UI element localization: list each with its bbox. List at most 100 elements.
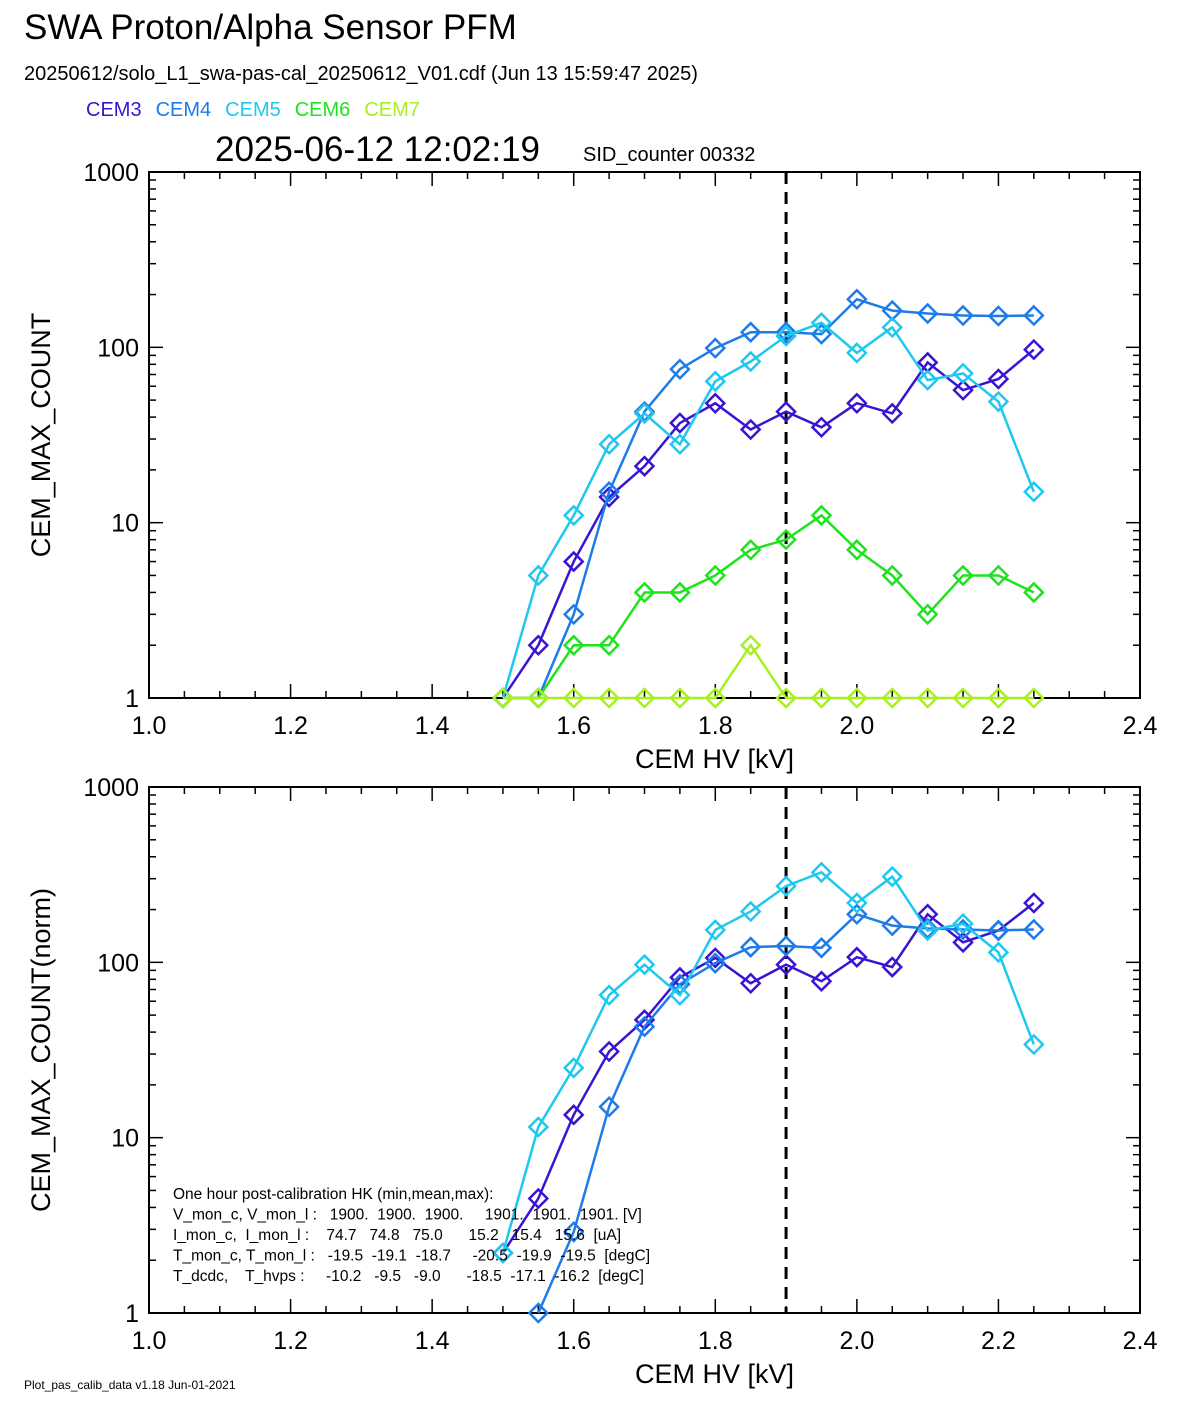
x-tick-label: 2.4: [1123, 1327, 1158, 1355]
series-point-cem5: [527, 1116, 550, 1138]
series-point-cem5: [810, 312, 833, 334]
series-point-cem3: [952, 379, 974, 401]
series-point-cem5: [492, 1242, 514, 1264]
series-point-cem4: [562, 1221, 585, 1243]
y-tick-label: 10: [111, 510, 139, 538]
hk-line: One hour post-calibration HK (min,mean,m…: [173, 1186, 493, 1203]
series-point-cem4: [987, 305, 1010, 327]
series-point-cem4: [775, 935, 797, 957]
series-point-cem5: [881, 865, 904, 888]
series-point-cem6: [881, 564, 904, 587]
series-point-cem3: [846, 392, 868, 414]
chart-1: 1.0 1.2 1.4 1.6 1.8 2.0 2.2 2.4 1 10 100 1000 CEM HV…: [26, 159, 1157, 774]
series-point-cem3: [562, 550, 585, 573]
series-point-cem7: [1023, 687, 1045, 709]
series-point-cem3: [739, 418, 762, 441]
series-point-cem7: [669, 687, 691, 709]
hk-line: V_mon_c, V_mon_l : 1900. 1900. 1900. 190…: [173, 1207, 642, 1224]
series-point-cem3: [739, 972, 762, 994]
series-point-cem7: [775, 687, 797, 709]
series-point-cem7: [492, 687, 514, 709]
x-tick-label: 1.0: [132, 712, 167, 740]
y-tick-label: 1: [125, 1300, 139, 1328]
legend-cem4: CEM4: [155, 99, 212, 121]
y-tick-label: 100: [97, 949, 139, 977]
series-point-cem4: [810, 323, 833, 345]
series-point-cem5: [704, 370, 727, 393]
series-point-cem7: [527, 687, 550, 709]
series-point-cem3: [810, 416, 833, 439]
series-point-cem3: [562, 1104, 585, 1126]
series-point-cem6: [669, 581, 691, 604]
series-point-cem3: [527, 1187, 550, 1210]
page-title: SWA Proton/Alpha Sensor PFM: [24, 8, 517, 47]
series-point-cem4: [810, 937, 833, 959]
series-point-cem6: [598, 634, 620, 656]
series-point-cem6: [1023, 581, 1045, 604]
series-point-cem4: [987, 919, 1010, 942]
series-point-cem4: [1023, 304, 1045, 327]
series-point-cem5: [775, 325, 797, 347]
series-point-cem5: [952, 362, 974, 385]
series-point-cem5: [846, 892, 868, 914]
series-point-cem6: [704, 564, 727, 587]
series-point-cem5: [881, 316, 904, 339]
series-point-cem5: [916, 369, 939, 391]
plot-frame: [148, 171, 1141, 699]
x-tick-label: 1.6: [556, 712, 591, 740]
series-point-cem5: [562, 504, 585, 527]
x-axis-label: CEM HV [kV]: [635, 744, 794, 774]
series-point-cem3: [775, 400, 797, 423]
series-point-cem5: [1023, 481, 1045, 503]
file-subtitle: 20250612/solo_L1_swa-pas-cal_20250612_V0…: [24, 63, 698, 85]
series-point-cem4: [739, 936, 762, 958]
series-point-cem5: [562, 1057, 585, 1079]
series-group: [492, 861, 1045, 1324]
series-point-cem3: [704, 392, 727, 414]
series-point-cem6: [952, 564, 974, 587]
series-point-cem5: [1023, 1033, 1045, 1056]
series-point-cem6: [775, 528, 797, 551]
series-point-cem3: [952, 931, 974, 954]
series-point-cem7: [633, 687, 656, 709]
series-point-cem4: [598, 1096, 620, 1118]
legend-cem7: CEM7: [364, 99, 420, 121]
hk-line: T_mon_c, T_mon_l : -19.5 -19.1 -18.7 -20…: [173, 1248, 650, 1265]
legend-cem3: CEM3: [86, 99, 142, 121]
x-tick-label: 1.2: [273, 1327, 308, 1355]
series-point-cem4: [633, 1015, 656, 1038]
series-point-cem4: [916, 917, 939, 940]
x-axis-label: CEM HV [kV]: [635, 1359, 794, 1389]
series-point-cem7: [987, 687, 1010, 709]
series-point-cem3: [881, 402, 904, 425]
series-point-cem3: [633, 455, 656, 477]
series-point-cem3: [846, 946, 868, 968]
x-tick-label: 1.4: [415, 1327, 450, 1355]
series-point-cem7: [810, 687, 833, 709]
y-axis-label: CEM_MAX_COUNT(norm): [26, 888, 56, 1212]
timestamp: 2025-06-12 12:02:19: [215, 130, 540, 169]
series-point-cem3: [916, 903, 939, 926]
series-point-cem6: [810, 504, 833, 527]
series-point-cem5: [952, 912, 974, 935]
series-point-cem4: [846, 903, 868, 926]
series-point-cem5: [916, 919, 939, 942]
series-point-cem5: [633, 953, 656, 976]
series-point-cem7: [952, 687, 974, 709]
series-point-cem3: [810, 970, 833, 993]
series-point-cem4: [846, 288, 868, 311]
x-tick-label: 1.6: [556, 1327, 591, 1355]
series-point-cem5: [810, 861, 833, 884]
chart-legend: CEM3 CEM4 CEM5 CEM6 CEM7: [86, 99, 434, 122]
series-point-cem5: [704, 919, 727, 941]
x-tick-label: 1.4: [415, 712, 450, 740]
series-point-cem5: [987, 941, 1010, 964]
series-point-cem4: [881, 914, 904, 937]
series-point-cem5: [598, 984, 620, 1006]
series-point-cem5: [775, 875, 797, 897]
series-point-cem3: [704, 947, 727, 969]
series-point-cem6: [987, 564, 1010, 587]
series-point-cem4: [562, 603, 585, 626]
series-point-cem6: [562, 634, 585, 656]
series-point-cem4: [704, 952, 727, 974]
